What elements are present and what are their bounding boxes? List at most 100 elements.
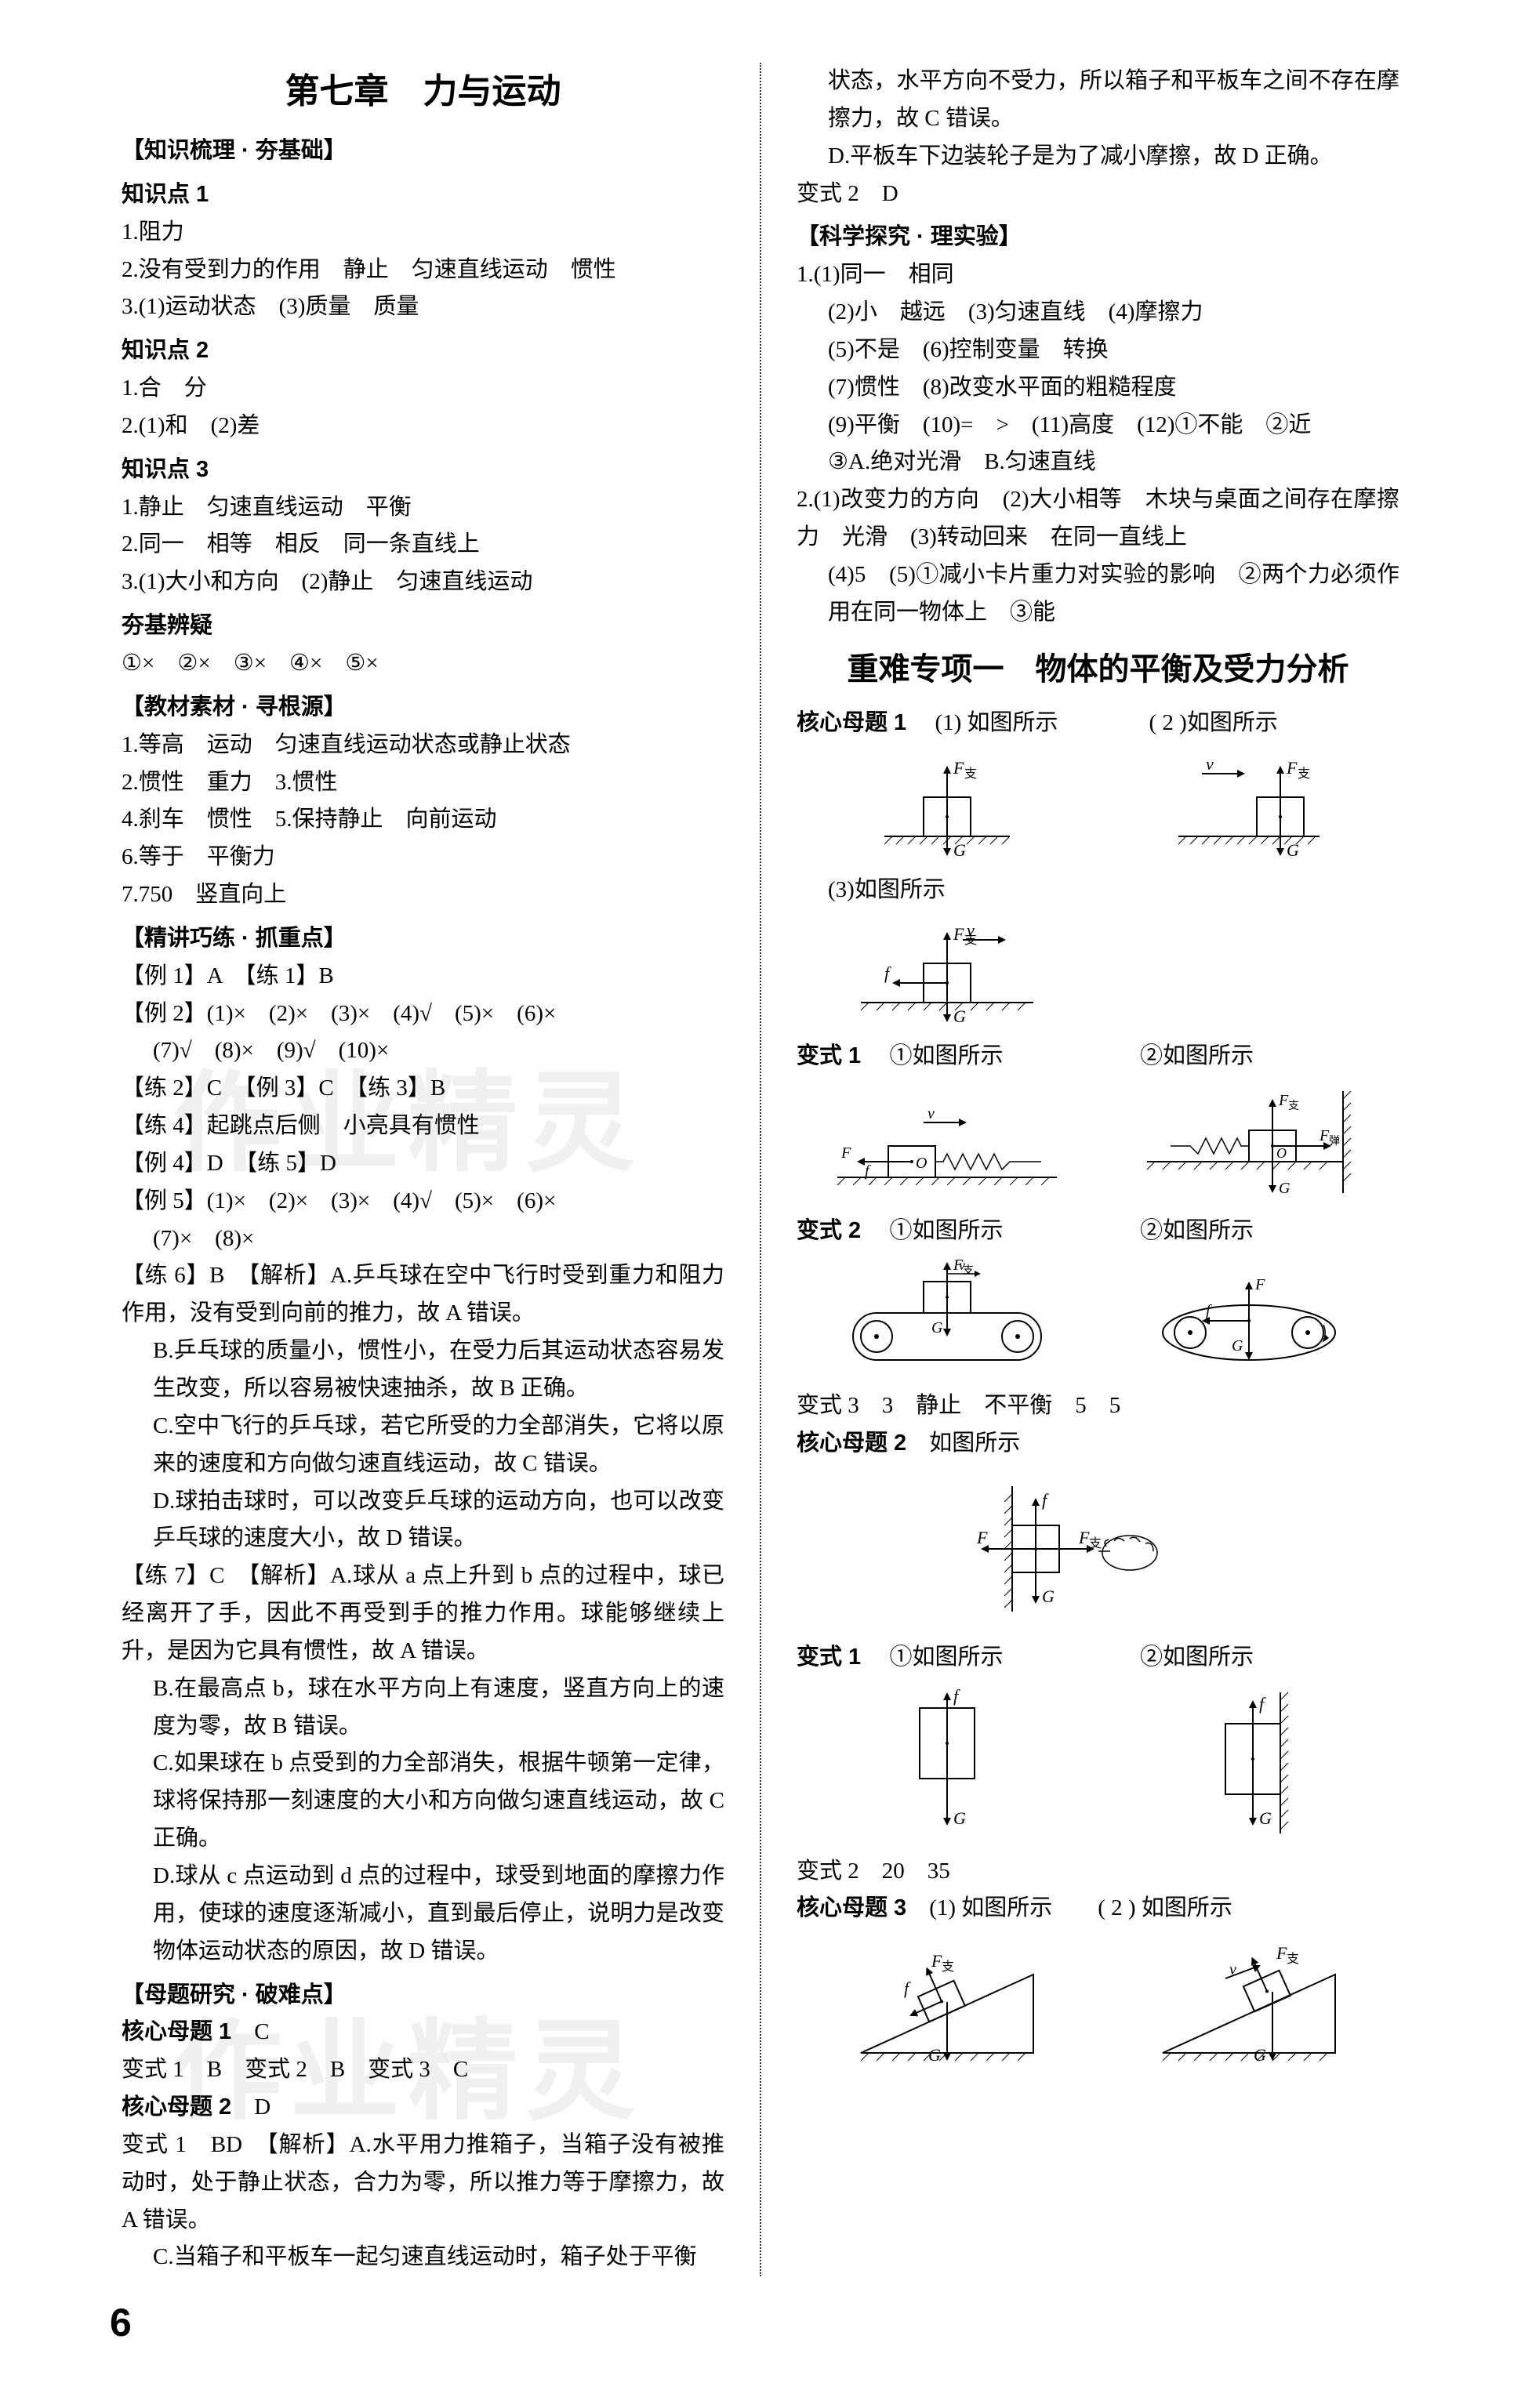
heading: 知识点 2 [122,332,724,370]
label: 核心母题 3 [797,1895,906,1920]
text-line: 【例 2】(1)× (2)× (3)× (4)√ (5)× (6)× [122,995,724,1033]
text-line: 1.(1)同一 相同 [797,256,1399,294]
text-line: D.球拍击球时，可以改变乒乓球的运动方向，也可以改变乒乓球的速度大小，故 D 错… [122,1483,724,1558]
text-line: B.乒乓球的质量小，惯性小，在受力后其运动状态容易发生改变，所以容易被快速抽杀，… [122,1333,724,1408]
text-line: 【例 4】D 【练 5】D [122,1145,724,1183]
svg-text:f: f [884,963,891,983]
heading: 知识点 1 [122,176,724,214]
svg-text:F: F [840,1144,851,1162]
text-line: 变式 2 20 35 [797,1853,1399,1891]
force-diagram-conveyor-1: F支 G v [797,1258,1098,1376]
text-line: (9)平衡 (10)= > (11)高度 (12)①不能 ②近 [797,407,1399,444]
text-line: 2.(1)和 (2)差 [122,408,724,445]
svg-text:F: F [953,924,964,944]
svg-text:F: F [953,758,964,778]
section-title: 重难专项一 物体的平衡及受力分析 [797,644,1399,689]
text: ①如图所示 [889,1043,1003,1068]
text-line: (7)惯性 (8)改变水平面的粗糙程度 [797,369,1399,407]
svg-text:G: G [1287,840,1299,860]
force-diagram-box-3: v F支 f G [797,916,1098,1026]
label: 核心母题 1 [122,2019,231,2044]
text-line: ③A.绝对光滑 B.匀速直线 [797,444,1399,481]
text-line: 2.没有受到力的作用 静止 匀速直线运动 惯性 [122,252,724,289]
text-line: 变式 1 B 变式 2 B 变式 3 C [122,2051,724,2089]
svg-text:G: G [1232,1337,1243,1354]
force-diagram-hang-2: f G [1098,1685,1400,1841]
heading: 夯基辨疑 [122,607,724,645]
label: 变式 2 [797,1218,861,1243]
text-line: 1.静止 匀速直线运动 平衡 [122,489,724,527]
text-line: B.在最高点 b，球在水平方向上有速度，竖直方向上的速度为零，故 B 错误。 [122,1670,724,1746]
label: 核心母题 2 [122,2094,231,2120]
heading: 【知识梳理 · 夯基础】 [122,132,724,170]
text-line: (7)√ (8)× (9)√ (10)× [122,1032,724,1070]
chapter-title: 第七章 力与运动 [122,63,724,113]
text-line: 3.(1)大小和方向 (2)静止 匀速直线运动 [122,564,724,601]
text-line: 1.阻力 [122,214,724,252]
svg-text:G: G [1259,1808,1272,1828]
heading: 【精讲巧练 · 抓重点】 [122,920,724,958]
text-line: 3.(1)运动状态 (3)质量 质量 [122,288,724,326]
heading: 【母题研究 · 破难点】 [122,1977,724,2015]
text-line: (4)5 (5)①减小卡片重力对实验的影响 ②两个力必须作用在同一物体上 ③能 [797,557,1399,632]
text-line: 【练 7】C 【解析】A.球从 a 点上升到 b 点的过程中，球已经离开了手，因… [122,1558,724,1670]
text-line: 7.750 竖直向上 [122,876,724,914]
svg-text:G: G [953,1808,966,1828]
svg-text:支: 支 [1089,1536,1102,1550]
text: ①如图所示 [889,1645,1003,1670]
svg-text:v: v [927,1107,935,1122]
text-line: 变式 2 ①如图所示 ②如图所示 [797,1213,1399,1250]
text-line: 变式 1 BD 【解析】A.水平用力推箱子，当箱子没有被推动时，处于静止状态，合… [122,2127,724,2239]
diagram-row-6: f G f [797,1685,1399,1841]
force-diagram-conveyor-2: F G f [1098,1258,1400,1376]
force-diagram-wall: f G F F支 [797,1471,1399,1627]
svg-text:F: F [1286,758,1298,778]
label: 核心母题 2 [797,1431,906,1456]
svg-text:G: G [931,1319,943,1336]
text-line: (5)不是 (6)控制变量 转换 [797,332,1399,369]
label: 变式 1 [797,1645,861,1670]
svg-text:支: 支 [942,1960,954,1974]
svg-text:v: v [1206,754,1214,774]
text-line: ①× ②× ③× ④× ⑤× [122,645,724,683]
text-line: (3)如图所示 [797,872,1399,909]
left-column: 第七章 力与运动 【知识梳理 · 夯基础】 知识点 1 1.阻力 2.没有受到力… [110,63,736,2276]
svg-text:F: F [1319,1127,1330,1144]
diagram-row-4: F支 G v [797,1258,1399,1376]
text-line: 6.等于 平衡力 [122,839,724,876]
answer: D [254,2094,270,2120]
text-line: 状态，水平方向不受力，所以箱子和平板车之间不存在摩擦力，故 C 错误。 [797,63,1399,138]
text: ②如图所示 [1140,1043,1254,1068]
text-line: 4.刹车 惯性 5.保持静止 向前运动 [122,801,724,839]
text-line: 1.合 分 [122,370,724,408]
text-line: 核心母题 1 核心母题 1 (1) 如图所示(1) 如图所示 ( 2 )如图所示 [797,705,1399,742]
diagram-row-3: O F f v [797,1083,1399,1201]
svg-text:G: G [1042,1587,1055,1606]
force-diagram-spring-2: O F支 G F弹 [1098,1083,1400,1201]
svg-text:f: f [904,1978,911,1998]
text-line: 【练 2】C 【例 3】C 【练 3】B [122,1070,724,1108]
svg-text:f: f [1259,1694,1266,1714]
text-line: 2.同一 相等 相反 同一条直线上 [122,526,724,564]
svg-text:支: 支 [964,767,977,781]
text-line: C.空中飞行的乒乓球，若它所受的力全部消失，它将以原来的速度和方向做匀速直线运动… [122,1408,724,1483]
text-line: 【例 5】(1)× (2)× (3)× (4)√ (5)× (6)× [122,1183,724,1220]
svg-text:G: G [953,840,966,860]
force-diagram-incline-1: G F支 f [797,1935,1098,2069]
svg-text:O: O [916,1155,927,1172]
diagram-row-5: f G F F支 [797,1471,1399,1627]
text-line: 核心母题 2 如图所示 [797,1425,1399,1463]
label: 核心母题 1 [797,710,906,735]
heading: 【教材素材 · 寻根源】 [122,689,724,727]
page-number: 6 [110,2300,1411,2345]
force-diagram-box-2: v F支 G [1098,750,1400,860]
svg-text:F: F [976,1528,988,1547]
text: ①如图所示 [889,1218,1003,1243]
text-line: (2)小 越远 (3)匀速直线 (4)摩擦力 [797,294,1399,332]
svg-text:O: O [1276,1145,1287,1161]
svg-text:支: 支 [1298,767,1310,781]
text-line: 核心母题 2 D [122,2089,724,2127]
text-line: 【例 1】A 【练 1】B [122,958,724,995]
svg-text:F: F [1278,1092,1289,1109]
svg-text:支: 支 [1287,1952,1299,1966]
